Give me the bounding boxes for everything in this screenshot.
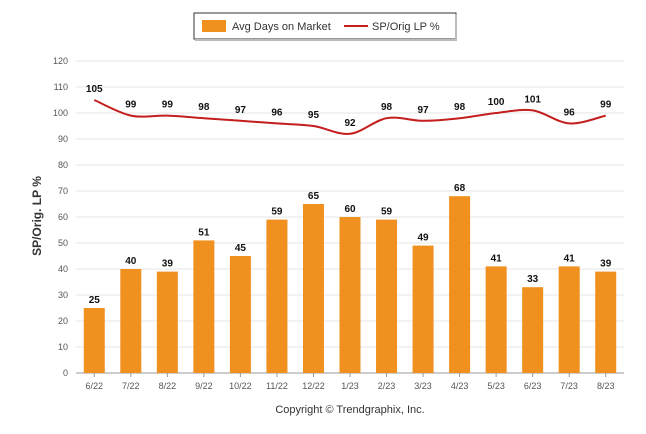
y-tick-label: 10 [58, 342, 68, 352]
line-value-label: 99 [600, 100, 612, 111]
legend-box [193, 12, 457, 40]
y-tick-label: 60 [58, 212, 68, 222]
bar-8/22 [156, 271, 178, 373]
line-value-label: 95 [308, 110, 320, 121]
x-tick-label: 8/23 [597, 381, 615, 391]
x-tick-label: 2/23 [378, 381, 396, 391]
bar-value-label: 68 [454, 183, 466, 194]
y-tick-label: 0 [63, 368, 68, 378]
line-value-label: 98 [454, 102, 466, 113]
bar-3/23 [412, 245, 434, 373]
bar-6/23 [522, 287, 544, 373]
line-value-label: 99 [162, 100, 174, 111]
line-value-label: 101 [524, 94, 541, 105]
y-tick-label: 70 [58, 186, 68, 196]
bar-12/22 [302, 204, 324, 373]
bar-value-label: 41 [564, 253, 576, 264]
x-axis-ticks: 6/22 7/22 8/22 9/22 10/22 11/22 12/22 1/23 2/23 3… [86, 373, 615, 391]
x-tick-label: 11/22 [266, 381, 288, 391]
x-tick-label: 7/23 [560, 381, 578, 391]
legend-label-sp-orig-lp: SP/Orig LP % [372, 21, 440, 33]
legend-label-days-on-market: Avg Days on Market [232, 21, 331, 33]
y-tick-label: 30 [58, 290, 68, 300]
bar-value-label: 40 [125, 256, 137, 267]
line-value-label: 98 [381, 102, 393, 113]
y-tick-label: 100 [53, 108, 68, 118]
bar-7/22 [120, 269, 142, 373]
x-tick-label: 4/23 [451, 381, 469, 391]
bar-value-label: 33 [527, 274, 539, 285]
y-axis-ticks: 0 10 20 30 40 50 60 70 80 90 100 110 120 [53, 56, 68, 378]
y-axis-label: SP/Orig. LP % [30, 176, 44, 256]
x-tick-label: 6/23 [524, 381, 542, 391]
x-tick-label: 7/22 [122, 381, 140, 391]
bar-value-label: 39 [600, 259, 612, 270]
bar-value-label: 51 [198, 227, 210, 238]
line-value-label: 96 [564, 107, 576, 118]
x-tick-label: 6/22 [86, 381, 104, 391]
copyright-text: Copyright © Trendgraphix, Inc. [275, 404, 424, 416]
bar-value-label: 65 [308, 191, 320, 202]
line-value-label: 105 [86, 84, 103, 95]
x-tick-label: 8/22 [159, 381, 177, 391]
bar-8/23 [595, 271, 617, 373]
bar-value-label: 41 [491, 253, 503, 264]
x-tick-label: 12/22 [302, 381, 325, 391]
bar-11/22 [266, 219, 288, 373]
bar-value-labels: 25 40 39 51 45 59 65 60 59 49 68 41 33 41 39 [89, 183, 612, 306]
y-tick-label: 110 [54, 82, 68, 92]
line-value-label: 92 [344, 118, 356, 129]
y-tick-label: 120 [53, 56, 68, 66]
x-tick-label: 3/23 [414, 381, 432, 391]
y-tick-label: 20 [58, 316, 68, 326]
bar-9/22 [193, 240, 215, 373]
line-value-label: 99 [125, 100, 137, 111]
x-tick-label: 9/22 [195, 381, 213, 391]
legend-swatch-days-on-market [202, 20, 226, 32]
line-value-label: 96 [271, 107, 283, 118]
bar-value-label: 60 [344, 204, 356, 215]
bar-7/23 [558, 266, 580, 373]
y-tick-label: 40 [58, 264, 68, 274]
bar-5/23 [485, 266, 507, 373]
sp-orig-lp-line [93, 99, 606, 135]
bar-10/22 [229, 256, 251, 373]
y-tick-label: 80 [58, 160, 68, 170]
bar-value-label: 39 [162, 259, 174, 270]
line-value-label: 97 [235, 105, 247, 116]
line-value-label: 100 [488, 97, 505, 108]
bars [83, 196, 617, 373]
line-value-label: 98 [198, 102, 210, 113]
line-value-labels: 105 99 99 98 97 96 95 92 98 97 98 100 101 96 99 [86, 84, 612, 129]
bar-1/23 [339, 217, 361, 373]
y-tick-label: 90 [58, 134, 68, 144]
bar-2/23 [376, 219, 398, 373]
bar-4/23 [449, 196, 471, 373]
line-series [93, 99, 606, 135]
y-tick-label: 50 [58, 238, 68, 248]
bar-value-label: 59 [381, 207, 393, 218]
x-tick-label: 1/23 [341, 381, 359, 391]
x-tick-label: 5/23 [487, 381, 505, 391]
bar-value-label: 59 [271, 207, 283, 218]
bar-value-label: 49 [418, 233, 430, 244]
bar-value-label: 45 [235, 243, 247, 254]
x-tick-label: 10/22 [229, 381, 252, 391]
line-value-label: 97 [418, 105, 430, 116]
bar-value-label: 25 [89, 295, 101, 306]
bar-6/22 [83, 308, 105, 373]
